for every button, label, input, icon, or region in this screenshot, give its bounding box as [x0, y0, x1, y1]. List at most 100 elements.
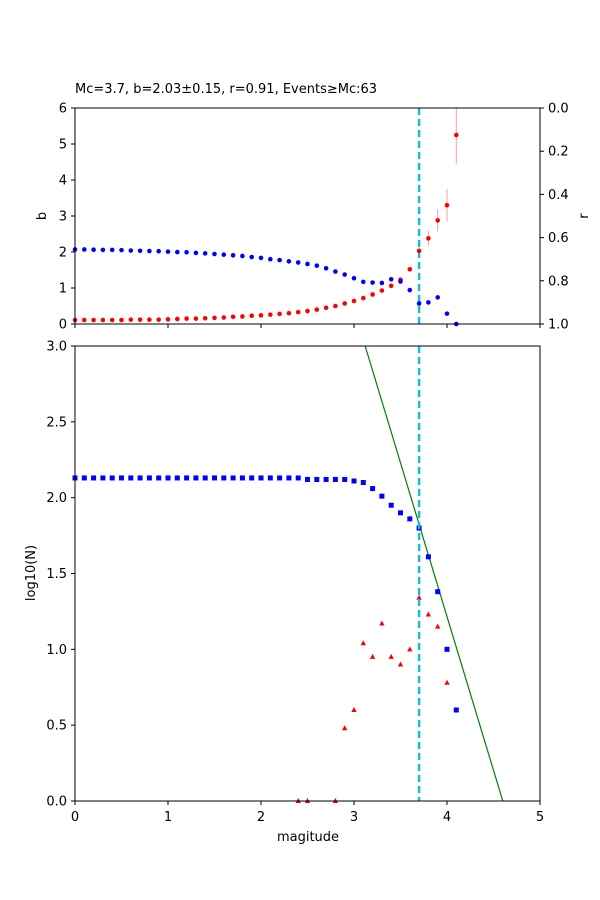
- top-y-tick-label: 6: [59, 102, 67, 117]
- r-value-point: [295, 260, 301, 265]
- cumulative-count-point: [453, 707, 459, 713]
- cumulative-count-point: [81, 475, 87, 481]
- b-value-point: [193, 316, 199, 321]
- r-value-point: [370, 280, 375, 285]
- b-value-point: [82, 317, 87, 323]
- bottom-x-tick-label: 5: [536, 810, 544, 825]
- r-value-point: [100, 247, 106, 253]
- top-y-tick-label: 5: [59, 138, 67, 153]
- b-value-point: [212, 315, 217, 321]
- cumulative-count-point: [249, 475, 255, 481]
- r-value-point: [286, 259, 292, 264]
- top-marks: [72, 108, 459, 327]
- cumulative-count-point: [174, 475, 180, 481]
- b-value-point: [137, 317, 143, 322]
- cumulative-count-point: [109, 475, 115, 481]
- bottom-y-tick-label: 0.0: [46, 795, 67, 810]
- cumulative-count-point: [444, 646, 450, 652]
- b-value-point: [342, 301, 348, 306]
- b-value-point: [305, 308, 310, 314]
- b-value-point: [351, 298, 357, 304]
- r-value-point: [109, 247, 115, 253]
- bottom-y-tick-label: 0.5: [46, 719, 67, 734]
- r-value-point: [416, 301, 422, 306]
- top-y-tick-label: 3: [59, 210, 67, 225]
- cumulative-count-point: [146, 475, 152, 481]
- r-value-point: [277, 257, 282, 263]
- top-panel-frame: [74, 107, 541, 325]
- cumulative-count-point: [370, 486, 376, 492]
- b-value-point: [91, 317, 96, 323]
- bottom-axes: 0 1 2 3 4 5 0.0 0.5 1.0 1.5 2.0 2.5 3.0: [46, 340, 544, 826]
- bottom-panel-frame: [74, 345, 541, 802]
- b-value-point: [109, 317, 115, 323]
- r-value-point: [444, 311, 450, 316]
- noncumulative-count-point: [425, 611, 432, 617]
- cumulative-count-point: [379, 493, 385, 499]
- b-value-point: [370, 292, 375, 297]
- b-value-point: [184, 316, 189, 321]
- b-value-point: [426, 236, 431, 241]
- b-value-point: [323, 305, 329, 311]
- b-value-point: [202, 315, 208, 321]
- bottom-marks: [72, 345, 504, 803]
- top-y2-tick-label: 1.0: [548, 318, 569, 333]
- cumulative-count-point: [156, 475, 162, 481]
- b-value-point: [165, 317, 171, 322]
- b-value-point: [295, 309, 301, 315]
- r-value-point: [212, 251, 217, 257]
- cumulative-count-point: [360, 480, 366, 485]
- cumulative-count-point: [407, 516, 413, 522]
- b-value-point: [147, 317, 152, 322]
- r-value-point: [156, 248, 161, 254]
- noncumulative-count-point: [360, 640, 366, 646]
- cumulative-count-point: [305, 476, 310, 482]
- noncumulative-count-point: [369, 653, 376, 659]
- cumulative-count-point: [230, 475, 236, 481]
- r-value-point: [435, 295, 441, 300]
- bottom-y-axis-label: log10(N): [24, 545, 39, 601]
- bottom-x-tick-label: 3: [350, 810, 358, 825]
- r-value-point: [221, 252, 227, 257]
- top-y-tick-label: 0: [59, 318, 67, 333]
- b-value-point: [277, 311, 282, 317]
- cumulative-count-point: [212, 475, 217, 481]
- b-value-point: [156, 317, 161, 322]
- r-value-point: [426, 300, 431, 305]
- r-value-point: [119, 247, 124, 253]
- cumulative-count-point: [388, 502, 394, 508]
- r-value-point: [333, 269, 338, 274]
- cumulative-count-point: [202, 475, 208, 481]
- noncumulative-count-point: [416, 594, 422, 600]
- r-value-point: [175, 249, 180, 255]
- top-panel-title: Mc=3.7, b=2.03±0.15, r=0.91, Events≥Mc:6…: [75, 82, 377, 97]
- b-value-point: [435, 218, 441, 223]
- r-value-point: [184, 249, 189, 255]
- cumulative-count-point: [128, 475, 134, 481]
- r-value-point: [249, 254, 254, 260]
- bottom-x-axis-label: magitude: [277, 830, 339, 845]
- cumulative-count-point: [193, 475, 199, 481]
- r-value-point: [361, 279, 366, 285]
- noncumulative-count-point: [379, 620, 385, 626]
- cumulative-count-point: [165, 475, 171, 481]
- r-value-point: [379, 280, 385, 286]
- bottom-x-tick-label: 2: [257, 810, 265, 825]
- r-value-point: [398, 279, 403, 284]
- cumulative-count-point: [119, 475, 124, 481]
- r-value-point: [388, 276, 394, 282]
- gr-fit-line: [364, 345, 504, 802]
- r-value-point: [407, 287, 413, 293]
- bottom-y-tick-label: 2.0: [46, 491, 67, 506]
- noncumulative-count-point: [388, 653, 394, 659]
- top-panel: Mc=3.7, b=2.03±0.15, r=0.91, Events≥Mc:6…: [35, 82, 592, 333]
- b-value-point: [268, 312, 273, 317]
- r-value-point: [165, 249, 171, 254]
- cumulative-count-point: [398, 510, 403, 516]
- b-value-point: [286, 310, 292, 316]
- r-value-point: [82, 247, 87, 252]
- bottom-x-tick-label: 1: [164, 810, 172, 825]
- r-value-point: [268, 256, 273, 262]
- cumulative-count-point: [277, 475, 283, 481]
- r-value-point: [202, 251, 208, 256]
